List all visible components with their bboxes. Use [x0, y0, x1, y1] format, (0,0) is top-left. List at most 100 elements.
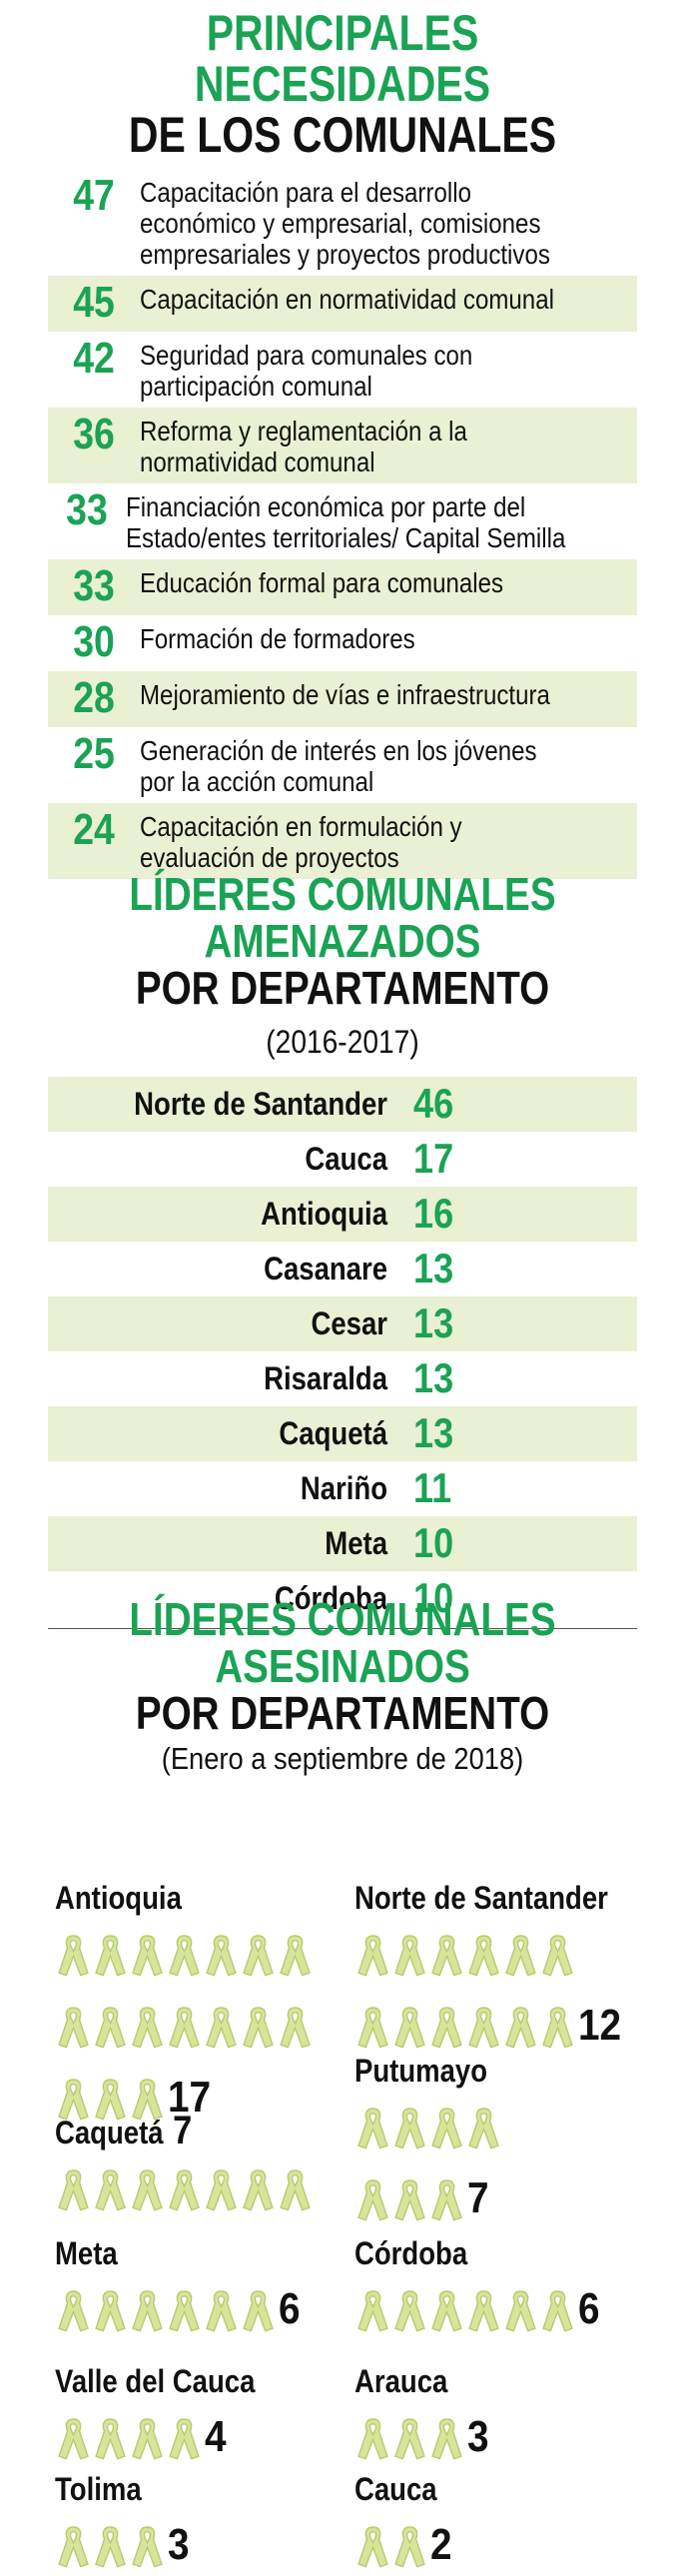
- need-value: 47: [73, 171, 115, 220]
- need-row: 33 Educación formal para comunales: [48, 559, 637, 615]
- threatened-title-line2: AMENAZADOS: [204, 914, 481, 967]
- killed-department-label: Valle del Cauca: [55, 2363, 256, 2399]
- threatened-value: 10: [413, 1519, 454, 1567]
- ribbon-icon: [468, 2290, 499, 2332]
- killed-department: Arauca 3: [354, 2363, 619, 2461]
- threatened-department: Nariño: [300, 1469, 387, 1506]
- killed-department: Tolima 3: [55, 2471, 320, 2569]
- ribbon-icon: [357, 2290, 388, 2332]
- ribbon-icon: [132, 2526, 163, 2568]
- killed-department-label: Antioquia: [55, 1880, 182, 1916]
- ribbon-icon: [394, 2418, 425, 2460]
- ribbon-icon: [95, 2290, 126, 2332]
- killed-department: Norte de Santander 12: [354, 1880, 656, 2050]
- need-row: 45 Capacitación en normatividad comunal: [48, 276, 637, 332]
- ribbon-icon: [206, 2290, 237, 2332]
- need-row: 24 Capacitación en formulación y evaluació…: [48, 803, 637, 879]
- killed-department-label: Putumayo: [354, 2053, 488, 2089]
- need-label: Capacitación para el desarrollo económico…: [140, 173, 567, 270]
- ribbon-icon: [58, 2169, 89, 2211]
- ribbon-icon: [280, 2007, 311, 2049]
- need-label-line: Seguridad para comunales con: [140, 340, 473, 371]
- need-label-line: participación comunal: [140, 371, 372, 402]
- ribbon-group: 3: [55, 2521, 320, 2569]
- threatened-department: Cauca: [305, 1140, 387, 1177]
- ribbon-icon: [357, 1935, 388, 1977]
- killed-department-name: Caquetá 7: [55, 2111, 347, 2150]
- threatened-section: LÍDERES COMUNALES AMENAZADOS POR DEPARTA…: [48, 871, 637, 1629]
- ribbon-icon: [431, 2179, 462, 2221]
- ribbon-icon: [542, 2007, 573, 2049]
- killed-department-name: Meta: [55, 2235, 347, 2271]
- ribbon-icon: [394, 1935, 425, 1977]
- ribbon-group: [55, 2164, 393, 2212]
- need-label: Capacitación en formulación y evaluación …: [140, 807, 567, 873]
- killed-department-label: Norte de Santander: [354, 1880, 608, 1916]
- threatened-subtitle: (2016-2017): [266, 1023, 419, 1060]
- ribbon-icon: [431, 2290, 462, 2332]
- ribbon-icon: [206, 2007, 237, 2049]
- need-label-line: Financiación económica por parte del: [125, 491, 526, 522]
- ribbon-icon: [206, 1935, 237, 1977]
- killed-department-label: Arauca: [354, 2363, 448, 2399]
- ribbon-icon: [58, 2079, 89, 2121]
- need-value: 33: [66, 485, 108, 534]
- killed-title-line3: POR DEPARTAMENTO: [135, 1686, 550, 1739]
- ribbon-icon: [394, 2290, 425, 2332]
- killed-department-name: Norte de Santander: [354, 1880, 614, 1916]
- needs-list: 47 Capacitación para el desarrollo económi…: [48, 169, 637, 879]
- killed-count: 12: [578, 2001, 622, 2050]
- ribbon-icon: [58, 2526, 89, 2568]
- killed-title-line1: LÍDERES COMUNALES: [129, 1593, 556, 1645]
- killed-count: 7: [163, 2109, 193, 2152]
- ribbon-icon: [394, 2108, 425, 2149]
- need-value: 25: [73, 729, 115, 778]
- ribbon-icon: [95, 2526, 126, 2568]
- need-row: 33 Financiación económica por parte del Es…: [48, 483, 637, 559]
- killed-department: Caquetá 7: [55, 2111, 393, 2212]
- ribbon-group: 3: [354, 2413, 619, 2461]
- need-row: 42 Seguridad para comunales con participac…: [48, 332, 637, 408]
- killed-department-name: Valle del Cauca: [55, 2363, 283, 2399]
- need-label-line: Formación de formadores: [140, 623, 415, 654]
- ribbon-icon: [243, 2007, 274, 2049]
- need-row: 28 Mejoramiento de vías e infraestructura: [48, 671, 637, 727]
- need-value: 36: [73, 410, 115, 458]
- killed-count: 2: [430, 2520, 452, 2569]
- need-value: 30: [73, 617, 115, 666]
- killed-count: 6: [279, 2284, 301, 2333]
- ribbon-icon: [505, 1935, 536, 1977]
- ribbon-icon: [394, 2526, 425, 2568]
- need-value: 28: [73, 673, 115, 722]
- threatened-department: Risaralda: [264, 1359, 387, 1396]
- threatened-value: 11: [413, 1464, 452, 1512]
- ribbon-icon: [132, 2169, 163, 2211]
- threatened-row: Casanare 13: [48, 1242, 637, 1296]
- need-label-line: Reforma y reglamentación a la: [140, 416, 467, 446]
- threatened-row: Antioquia 16: [48, 1186, 637, 1242]
- need-row: 47 Capacitación para el desarrollo económi…: [48, 169, 637, 276]
- ribbon-group: 2: [354, 2521, 619, 2569]
- killed-department-name: Cauca: [354, 2471, 582, 2507]
- killed-department-name: Arauca: [354, 2363, 582, 2399]
- need-label: Mejoramiento de vías e infraestructura: [140, 675, 567, 710]
- ribbon-icon: [132, 2007, 163, 2049]
- ribbon-icon: [95, 2418, 126, 2460]
- ribbon-icon: [95, 2007, 126, 2049]
- threatened-department: Cesar: [311, 1304, 387, 1341]
- threatened-row: Caquetá 13: [48, 1405, 637, 1461]
- need-label-line: económico y empresarial, comisiones: [140, 208, 541, 239]
- need-label: Financiación económica por parte del Esta…: [126, 487, 565, 553]
- need-value: 42: [73, 334, 115, 383]
- ribbon-icon: [357, 2526, 388, 2568]
- need-label: Educación formal para comunales: [140, 563, 567, 598]
- need-label-line: evaluación de proyectos: [140, 842, 399, 873]
- ribbon-icon: [58, 2290, 89, 2332]
- threatened-value: 16: [413, 1190, 454, 1238]
- ribbon-icon: [505, 2007, 536, 2049]
- killed-department: Putumayo 7: [354, 2053, 582, 2222]
- need-value: 45: [73, 278, 115, 327]
- threatened-department: Córdoba: [274, 1579, 387, 1616]
- ribbon-icon: [357, 2179, 388, 2221]
- need-row: 36 Reforma y reglamentación a la normativi…: [48, 408, 637, 483]
